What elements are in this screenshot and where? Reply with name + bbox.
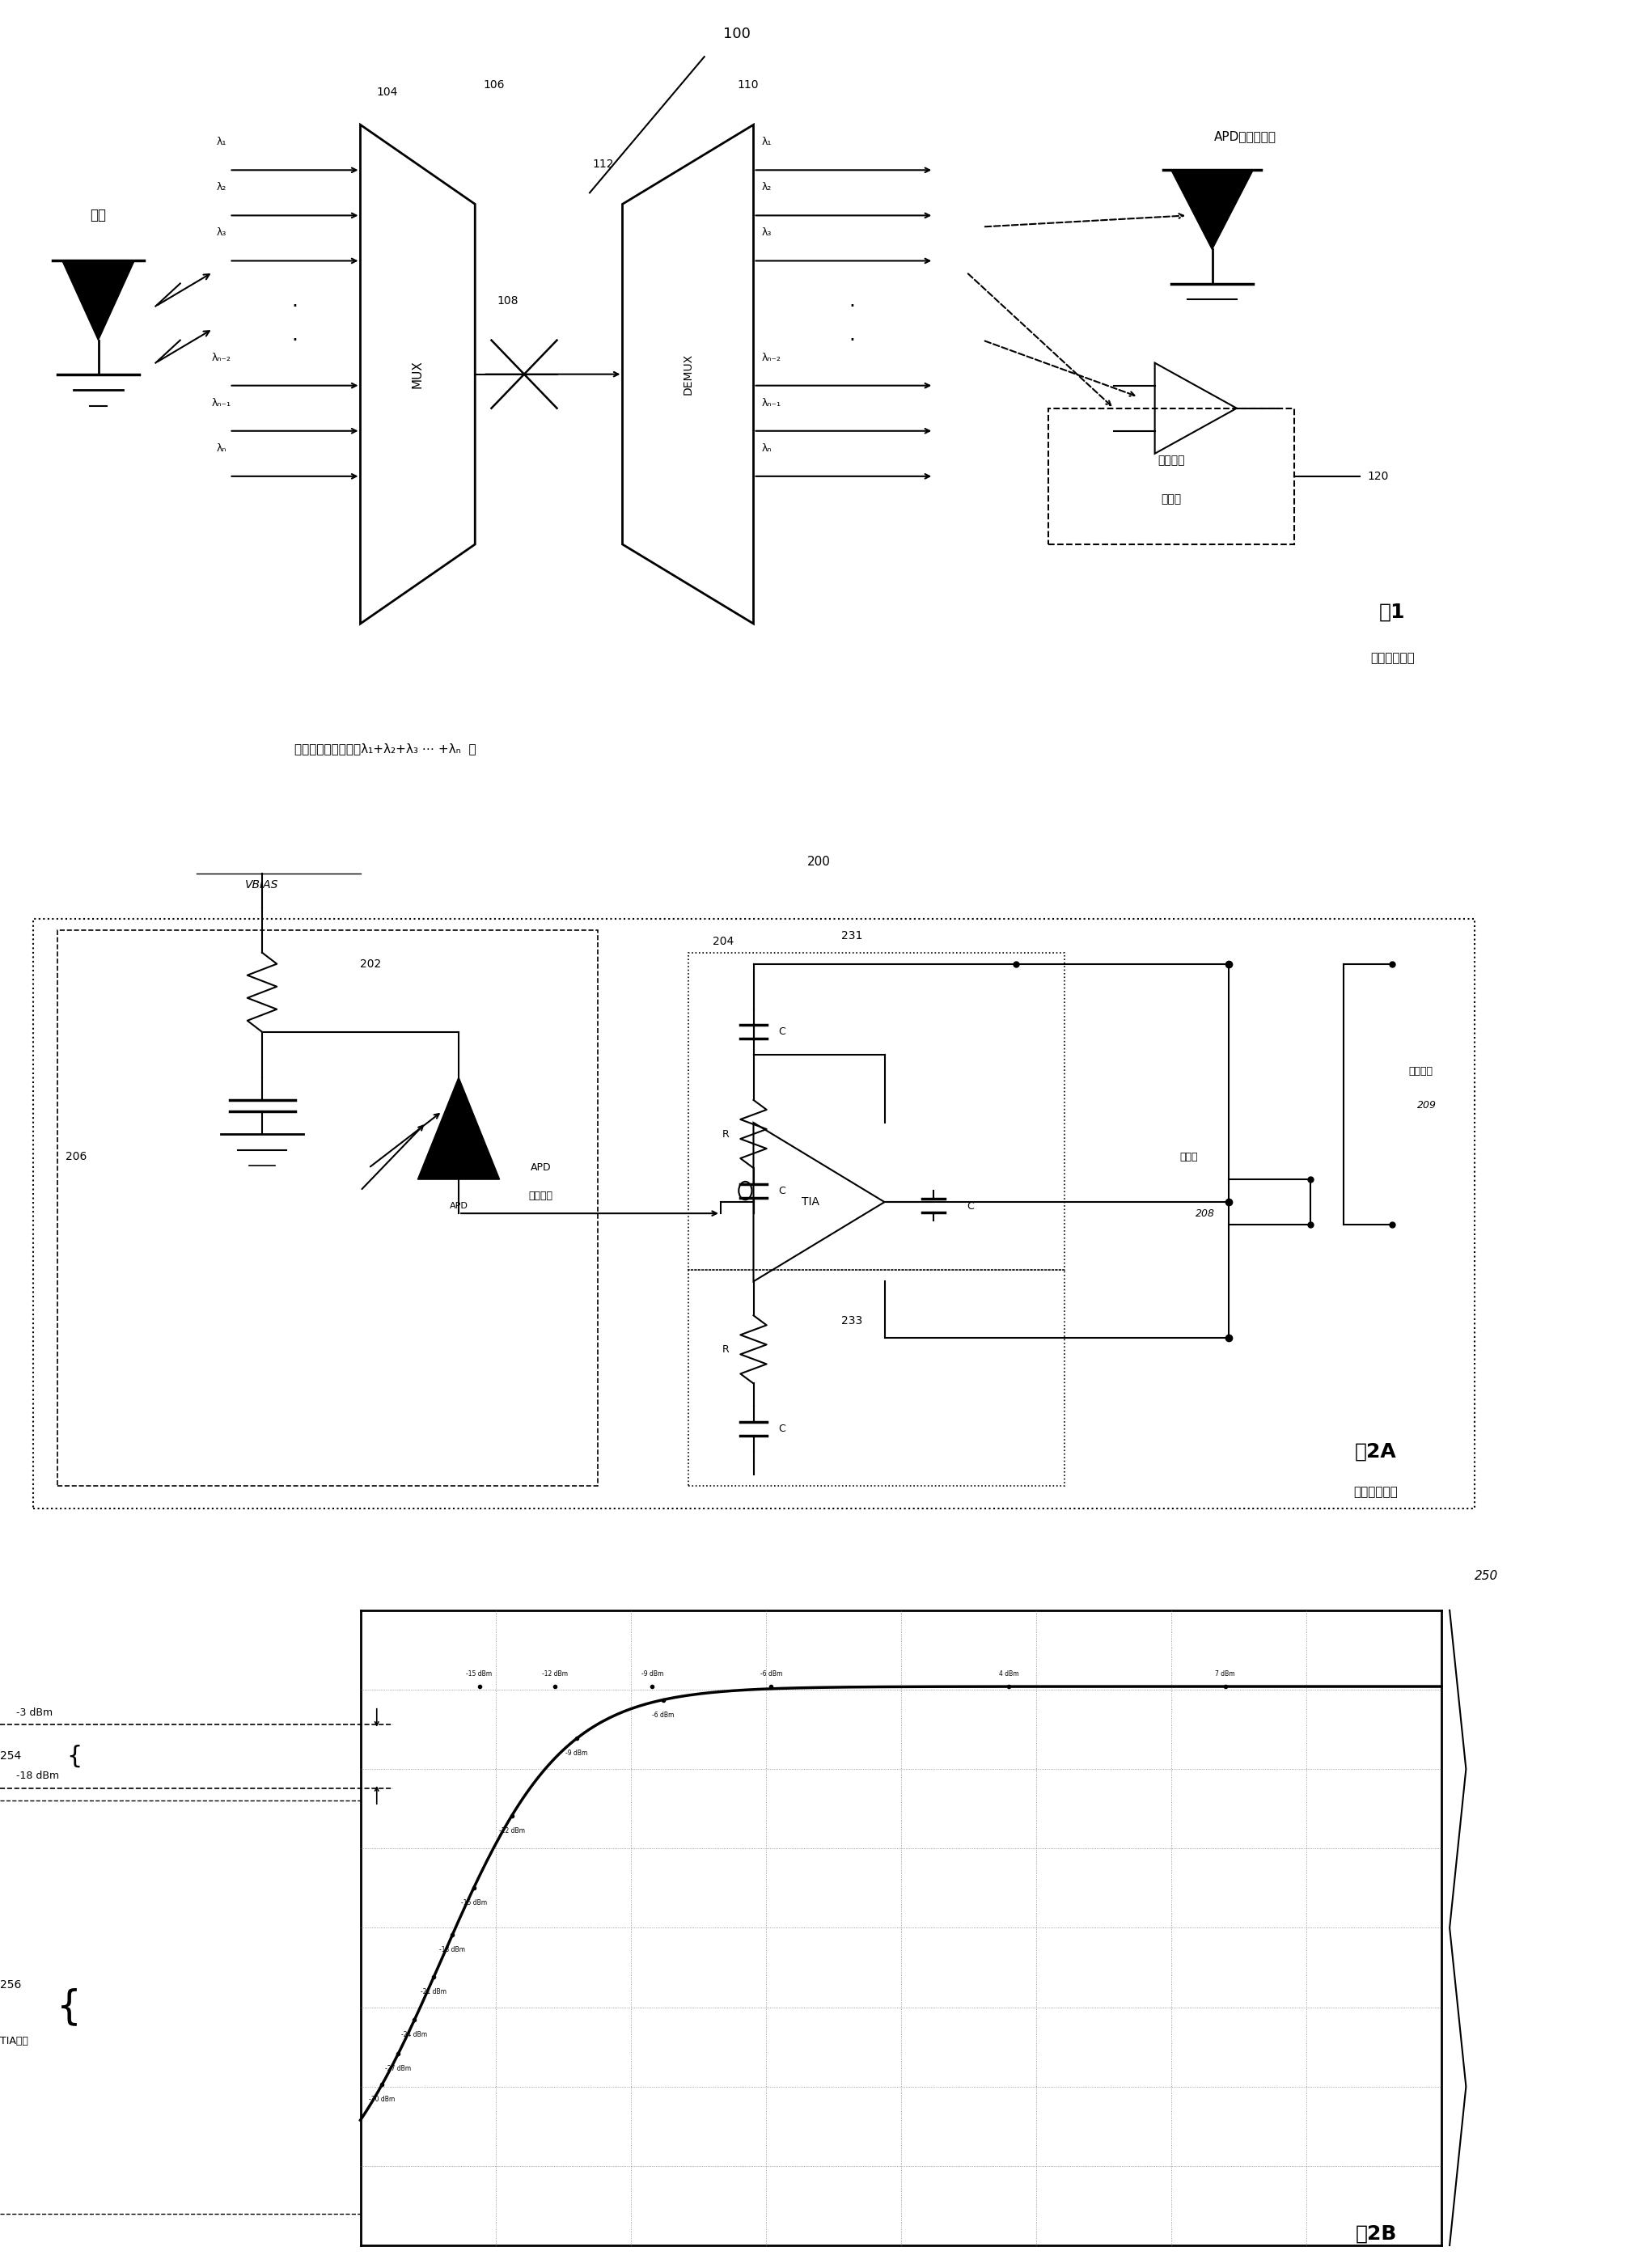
Text: 106: 106 bbox=[483, 79, 505, 91]
Text: C: C bbox=[966, 1202, 973, 1211]
Text: 209: 209 bbox=[1417, 1100, 1437, 1111]
Text: -12 dBm: -12 dBm bbox=[498, 1828, 524, 1835]
Text: 200: 200 bbox=[808, 855, 830, 869]
Text: -18 dBm: -18 dBm bbox=[439, 1946, 465, 1953]
Text: -9 dBm: -9 dBm bbox=[640, 1669, 663, 1678]
Text: 外部功率: 外部功率 bbox=[1158, 456, 1184, 465]
Text: 输出电流: 输出电流 bbox=[529, 1191, 552, 1202]
Text: -15 dBm: -15 dBm bbox=[467, 1669, 493, 1678]
Text: 104: 104 bbox=[377, 86, 398, 98]
Text: λₙ₋₂: λₙ₋₂ bbox=[211, 352, 231, 363]
Text: 100: 100 bbox=[724, 27, 750, 41]
Text: R: R bbox=[722, 1129, 729, 1139]
Text: MUX: MUX bbox=[411, 361, 424, 388]
Text: -30 dBm: -30 dBm bbox=[369, 2096, 395, 2102]
Text: ·: · bbox=[292, 297, 298, 315]
Text: 120: 120 bbox=[1368, 472, 1389, 481]
Text: 图2A: 图2A bbox=[1355, 1442, 1397, 1461]
Text: APD光电二极管: APD光电二极管 bbox=[1214, 129, 1276, 143]
Text: -18 dBm: -18 dBm bbox=[16, 1771, 59, 1780]
Text: 110: 110 bbox=[737, 79, 758, 91]
Text: VBIAS: VBIAS bbox=[246, 880, 278, 889]
Text: 图2B: 图2B bbox=[1355, 2225, 1397, 2243]
Text: APD: APD bbox=[531, 1161, 550, 1173]
Bar bbox=[688, 1270, 1065, 1486]
Text: 信号位置: 信号位置 bbox=[1409, 1066, 1433, 1077]
Text: -12 dBm: -12 dBm bbox=[542, 1669, 568, 1678]
Text: -6 dBm: -6 dBm bbox=[652, 1710, 675, 1719]
Text: 202: 202 bbox=[360, 959, 382, 968]
Text: 254: 254 bbox=[0, 1751, 21, 1762]
Text: 7 dBm: 7 dBm bbox=[1215, 1669, 1235, 1678]
Text: C: C bbox=[778, 1186, 785, 1195]
Text: 208: 208 bbox=[1196, 1209, 1215, 1218]
Text: λ₃: λ₃ bbox=[762, 227, 771, 238]
Text: 主输出: 主输出 bbox=[1179, 1152, 1197, 1161]
Text: ·: · bbox=[848, 331, 855, 349]
Text: 4 dBm: 4 dBm bbox=[999, 1669, 1019, 1678]
Text: TIA: TIA bbox=[803, 1198, 819, 1207]
Text: -3 dBm: -3 dBm bbox=[16, 1708, 52, 1717]
Text: λ₁: λ₁ bbox=[762, 136, 771, 147]
Text: -27 dBm: -27 dBm bbox=[385, 2066, 411, 2073]
Text: 调制光信号（例如，λ₁+λ₂+λ₃ ⋯ +λₙ  ）: 调制光信号（例如，λ₁+λ₂+λ₃ ⋯ +λₙ ） bbox=[295, 742, 477, 755]
Text: λ₂: λ₂ bbox=[762, 181, 771, 193]
Text: TIA输出: TIA输出 bbox=[0, 2037, 28, 2046]
Text: （现有技术）: （现有技术） bbox=[1353, 1486, 1399, 1499]
Text: ·: · bbox=[848, 297, 855, 315]
Text: 206: 206 bbox=[66, 1152, 87, 1161]
Text: 233: 233 bbox=[842, 1315, 862, 1327]
Text: APD: APD bbox=[449, 1202, 468, 1211]
Text: -24 dBm: -24 dBm bbox=[401, 2032, 428, 2039]
Text: DEMUX: DEMUX bbox=[683, 354, 693, 395]
Text: {: { bbox=[66, 1744, 82, 1769]
Text: 激光: 激光 bbox=[90, 209, 106, 222]
Text: C: C bbox=[778, 1424, 785, 1433]
Text: C: C bbox=[778, 1027, 785, 1036]
Text: -21 dBm: -21 dBm bbox=[421, 1989, 447, 1996]
Text: 108: 108 bbox=[496, 295, 519, 306]
Bar bbox=[57, 930, 598, 1486]
Bar bbox=[1048, 408, 1294, 544]
Text: λₙ: λₙ bbox=[216, 442, 226, 454]
Text: λ₃: λ₃ bbox=[216, 227, 226, 238]
Text: 231: 231 bbox=[840, 930, 863, 941]
Text: λₙ₋₁: λₙ₋₁ bbox=[211, 397, 231, 408]
Text: 204: 204 bbox=[713, 937, 734, 946]
Polygon shape bbox=[62, 261, 134, 340]
Text: （现有技术）: （现有技术） bbox=[1369, 651, 1415, 665]
Text: 图1: 图1 bbox=[1379, 603, 1405, 621]
Text: -6 dBm: -6 dBm bbox=[760, 1669, 783, 1678]
Text: 监控器: 监控器 bbox=[1161, 494, 1181, 503]
Text: λ₁: λ₁ bbox=[216, 136, 226, 147]
Text: 112: 112 bbox=[593, 159, 614, 170]
Polygon shape bbox=[418, 1077, 500, 1179]
Polygon shape bbox=[1171, 170, 1253, 249]
Text: ·: · bbox=[292, 331, 298, 349]
Text: {: { bbox=[57, 1987, 82, 2028]
Text: -15 dBm: -15 dBm bbox=[460, 1898, 486, 1905]
Bar bbox=[33, 919, 1474, 1508]
Text: λₙ₋₁: λₙ₋₁ bbox=[762, 397, 781, 408]
Text: R: R bbox=[722, 1345, 729, 1354]
Text: 256: 256 bbox=[0, 1980, 21, 1989]
Bar bbox=[688, 953, 1065, 1270]
Text: λₙ₋₂: λₙ₋₂ bbox=[762, 352, 781, 363]
Text: λₙ: λₙ bbox=[762, 442, 771, 454]
Text: λ₂: λ₂ bbox=[216, 181, 226, 193]
Text: -9 dBm: -9 dBm bbox=[565, 1751, 588, 1758]
Text: 250: 250 bbox=[1474, 1569, 1497, 1583]
